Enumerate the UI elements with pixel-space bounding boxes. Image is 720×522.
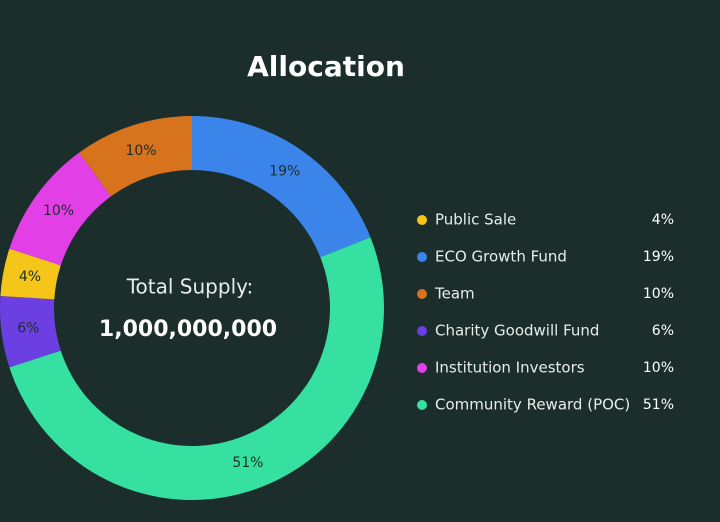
legend-label: Team bbox=[434, 285, 475, 303]
donut-segment bbox=[0, 295, 61, 368]
center-label: Total Supply: bbox=[126, 275, 254, 299]
legend-value: 6% bbox=[652, 323, 674, 339]
legend-swatch bbox=[417, 363, 427, 373]
center-value: 1,000,000,000 bbox=[99, 317, 277, 342]
segment-label: 10% bbox=[125, 143, 156, 159]
legend-label: ECO Growth Fund bbox=[435, 248, 567, 266]
legend-value: 4% bbox=[652, 212, 674, 228]
donut-segment bbox=[0, 248, 61, 300]
donut-segment bbox=[9, 237, 385, 501]
donut-segment bbox=[9, 152, 111, 266]
legend-value: 51% bbox=[643, 397, 674, 413]
segment-label: 10% bbox=[43, 203, 74, 219]
segment-label: 4% bbox=[19, 269, 41, 285]
legend-label: Community Reward (POC) bbox=[435, 396, 630, 414]
segment-label: 19% bbox=[269, 164, 300, 180]
legend-swatch bbox=[417, 400, 427, 410]
legend-swatch bbox=[417, 215, 427, 225]
legend-label: Institution Investors bbox=[435, 359, 585, 377]
legend-swatch bbox=[417, 289, 427, 299]
segment-label: 51% bbox=[232, 455, 263, 471]
legend-label: Public Sale bbox=[435, 211, 516, 229]
legend-swatch bbox=[417, 326, 427, 336]
legend-swatch bbox=[417, 252, 427, 262]
legend-label: Charity Goodwill Fund bbox=[435, 322, 599, 340]
legend-value: 10% bbox=[643, 286, 674, 302]
segment-label: 6% bbox=[17, 321, 39, 337]
chart-title: Allocation bbox=[247, 50, 405, 83]
donut-segment bbox=[192, 116, 371, 258]
legend-value: 19% bbox=[643, 249, 674, 265]
legend-value: 10% bbox=[643, 360, 674, 376]
donut-segment bbox=[79, 116, 192, 197]
